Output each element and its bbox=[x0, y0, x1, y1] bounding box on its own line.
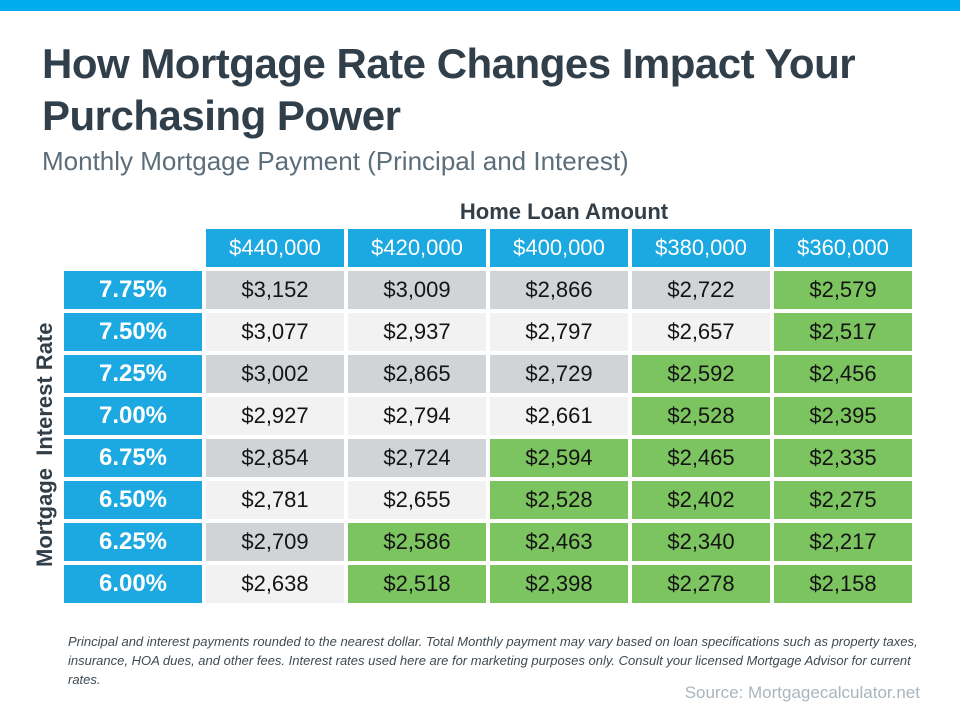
payment-cell: $2,275 bbox=[774, 481, 912, 519]
interest-rate-header-cell: 7.75% bbox=[64, 271, 202, 309]
payment-cell: $2,528 bbox=[632, 397, 770, 435]
payment-cell: $2,724 bbox=[348, 439, 486, 477]
payment-cell: $3,009 bbox=[348, 271, 486, 309]
loan-amount-header-cell: $360,000 bbox=[774, 229, 912, 267]
payment-cell: $3,152 bbox=[206, 271, 344, 309]
payment-cell: $2,456 bbox=[774, 355, 912, 393]
payment-cell: $2,657 bbox=[632, 313, 770, 351]
page-title: How Mortgage Rate Changes Impact Your Pu… bbox=[42, 40, 856, 140]
interest-rate-header-cell: 6.75% bbox=[64, 439, 202, 477]
table-row: 7.75% $3,152 $3,009 $2,866 $2,722 $2,579 bbox=[64, 271, 912, 309]
payment-cell: $2,217 bbox=[774, 523, 912, 561]
payment-cell: $2,463 bbox=[490, 523, 628, 561]
payment-cell: $2,579 bbox=[774, 271, 912, 309]
payment-cell: $2,794 bbox=[348, 397, 486, 435]
interest-rate-header-cell: 7.50% bbox=[64, 313, 202, 351]
table-row: 7.50% $3,077 $2,937 $2,797 $2,657 $2,517 bbox=[64, 313, 912, 351]
interest-rate-header-cell: 7.00% bbox=[64, 397, 202, 435]
top-accent-bar bbox=[0, 0, 960, 11]
loan-amount-header-cell: $380,000 bbox=[632, 229, 770, 267]
payment-cell: $2,866 bbox=[490, 271, 628, 309]
payment-cell: $2,592 bbox=[632, 355, 770, 393]
payment-cell: $2,517 bbox=[774, 313, 912, 351]
payment-cell: $2,340 bbox=[632, 523, 770, 561]
table-row: 6.75% $2,854 $2,724 $2,594 $2,465 $2,335 bbox=[64, 439, 912, 477]
payment-cell: $2,797 bbox=[490, 313, 628, 351]
payment-cell: $2,655 bbox=[348, 481, 486, 519]
mortgage-payment-table: $440,000 $420,000 $400,000 $380,000 $360,000… bbox=[60, 225, 916, 607]
loan-amount-header-cell: $440,000 bbox=[206, 229, 344, 267]
table-row: 6.00% $2,638 $2,518 $2,398 $2,278 $2,158 bbox=[64, 565, 912, 603]
interest-rate-header-cell: 6.25% bbox=[64, 523, 202, 561]
payment-cell: $2,722 bbox=[632, 271, 770, 309]
payment-cell: $2,927 bbox=[206, 397, 344, 435]
payment-cell: $2,518 bbox=[348, 565, 486, 603]
loan-amount-header-cell: $400,000 bbox=[490, 229, 628, 267]
payment-cell: $2,638 bbox=[206, 565, 344, 603]
payment-cell: $2,594 bbox=[490, 439, 628, 477]
payment-cell: $2,865 bbox=[348, 355, 486, 393]
interest-rate-header-cell: 6.50% bbox=[64, 481, 202, 519]
payment-cell: $2,528 bbox=[490, 481, 628, 519]
payment-cell: $2,586 bbox=[348, 523, 486, 561]
payment-cell: $3,002 bbox=[206, 355, 344, 393]
table-row: 7.25% $3,002 $2,865 $2,729 $2,592 $2,456 bbox=[64, 355, 912, 393]
payment-cell: $2,395 bbox=[774, 397, 912, 435]
payment-cell: $2,709 bbox=[206, 523, 344, 561]
page-subtitle: Monthly Mortgage Payment (Principal and … bbox=[42, 146, 629, 176]
payment-cell: $2,854 bbox=[206, 439, 344, 477]
payment-cell: $2,398 bbox=[490, 565, 628, 603]
payment-cell: $2,729 bbox=[490, 355, 628, 393]
interest-rate-header-cell: 6.00% bbox=[64, 565, 202, 603]
column-axis-title: Home Loan Amount bbox=[459, 199, 669, 224]
payment-cell: $2,335 bbox=[774, 439, 912, 477]
payment-cell: $2,661 bbox=[490, 397, 628, 435]
loan-amount-header-cell: $420,000 bbox=[348, 229, 486, 267]
table-corner-cell bbox=[64, 229, 202, 267]
table-row: 6.50% $2,781 $2,655 $2,528 $2,402 $2,275 bbox=[64, 481, 912, 519]
payment-cell: $2,158 bbox=[774, 565, 912, 603]
payment-cell: $3,077 bbox=[206, 313, 344, 351]
footnote-text: Principal and interest payments rounded … bbox=[68, 634, 918, 687]
payment-cell: $2,781 bbox=[206, 481, 344, 519]
table-row: 7.00% $2,927 $2,794 $2,661 $2,528 $2,395 bbox=[64, 397, 912, 435]
payment-cell: $2,278 bbox=[632, 565, 770, 603]
payment-cell: $2,402 bbox=[632, 481, 770, 519]
table-row: 6.25% $2,709 $2,586 $2,463 $2,340 $2,217 bbox=[64, 523, 912, 561]
payment-cell: $2,937 bbox=[348, 313, 486, 351]
payment-cell: $2,465 bbox=[632, 439, 770, 477]
interest-rate-header-cell: 7.25% bbox=[64, 355, 202, 393]
source-credit: Source: Mortgagecalculator.net bbox=[684, 683, 920, 702]
